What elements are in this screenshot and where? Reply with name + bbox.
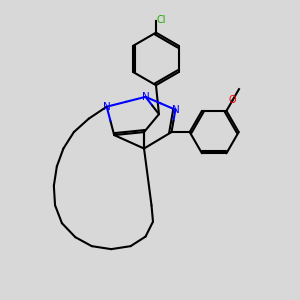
Text: Cl: Cl <box>157 15 166 26</box>
Text: O: O <box>229 95 236 105</box>
Text: N: N <box>172 105 179 115</box>
Text: N: N <box>103 102 111 112</box>
Text: N: N <box>142 92 149 102</box>
